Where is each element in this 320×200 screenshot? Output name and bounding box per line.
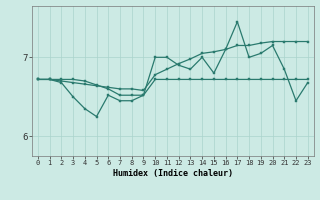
X-axis label: Humidex (Indice chaleur): Humidex (Indice chaleur) [113,169,233,178]
